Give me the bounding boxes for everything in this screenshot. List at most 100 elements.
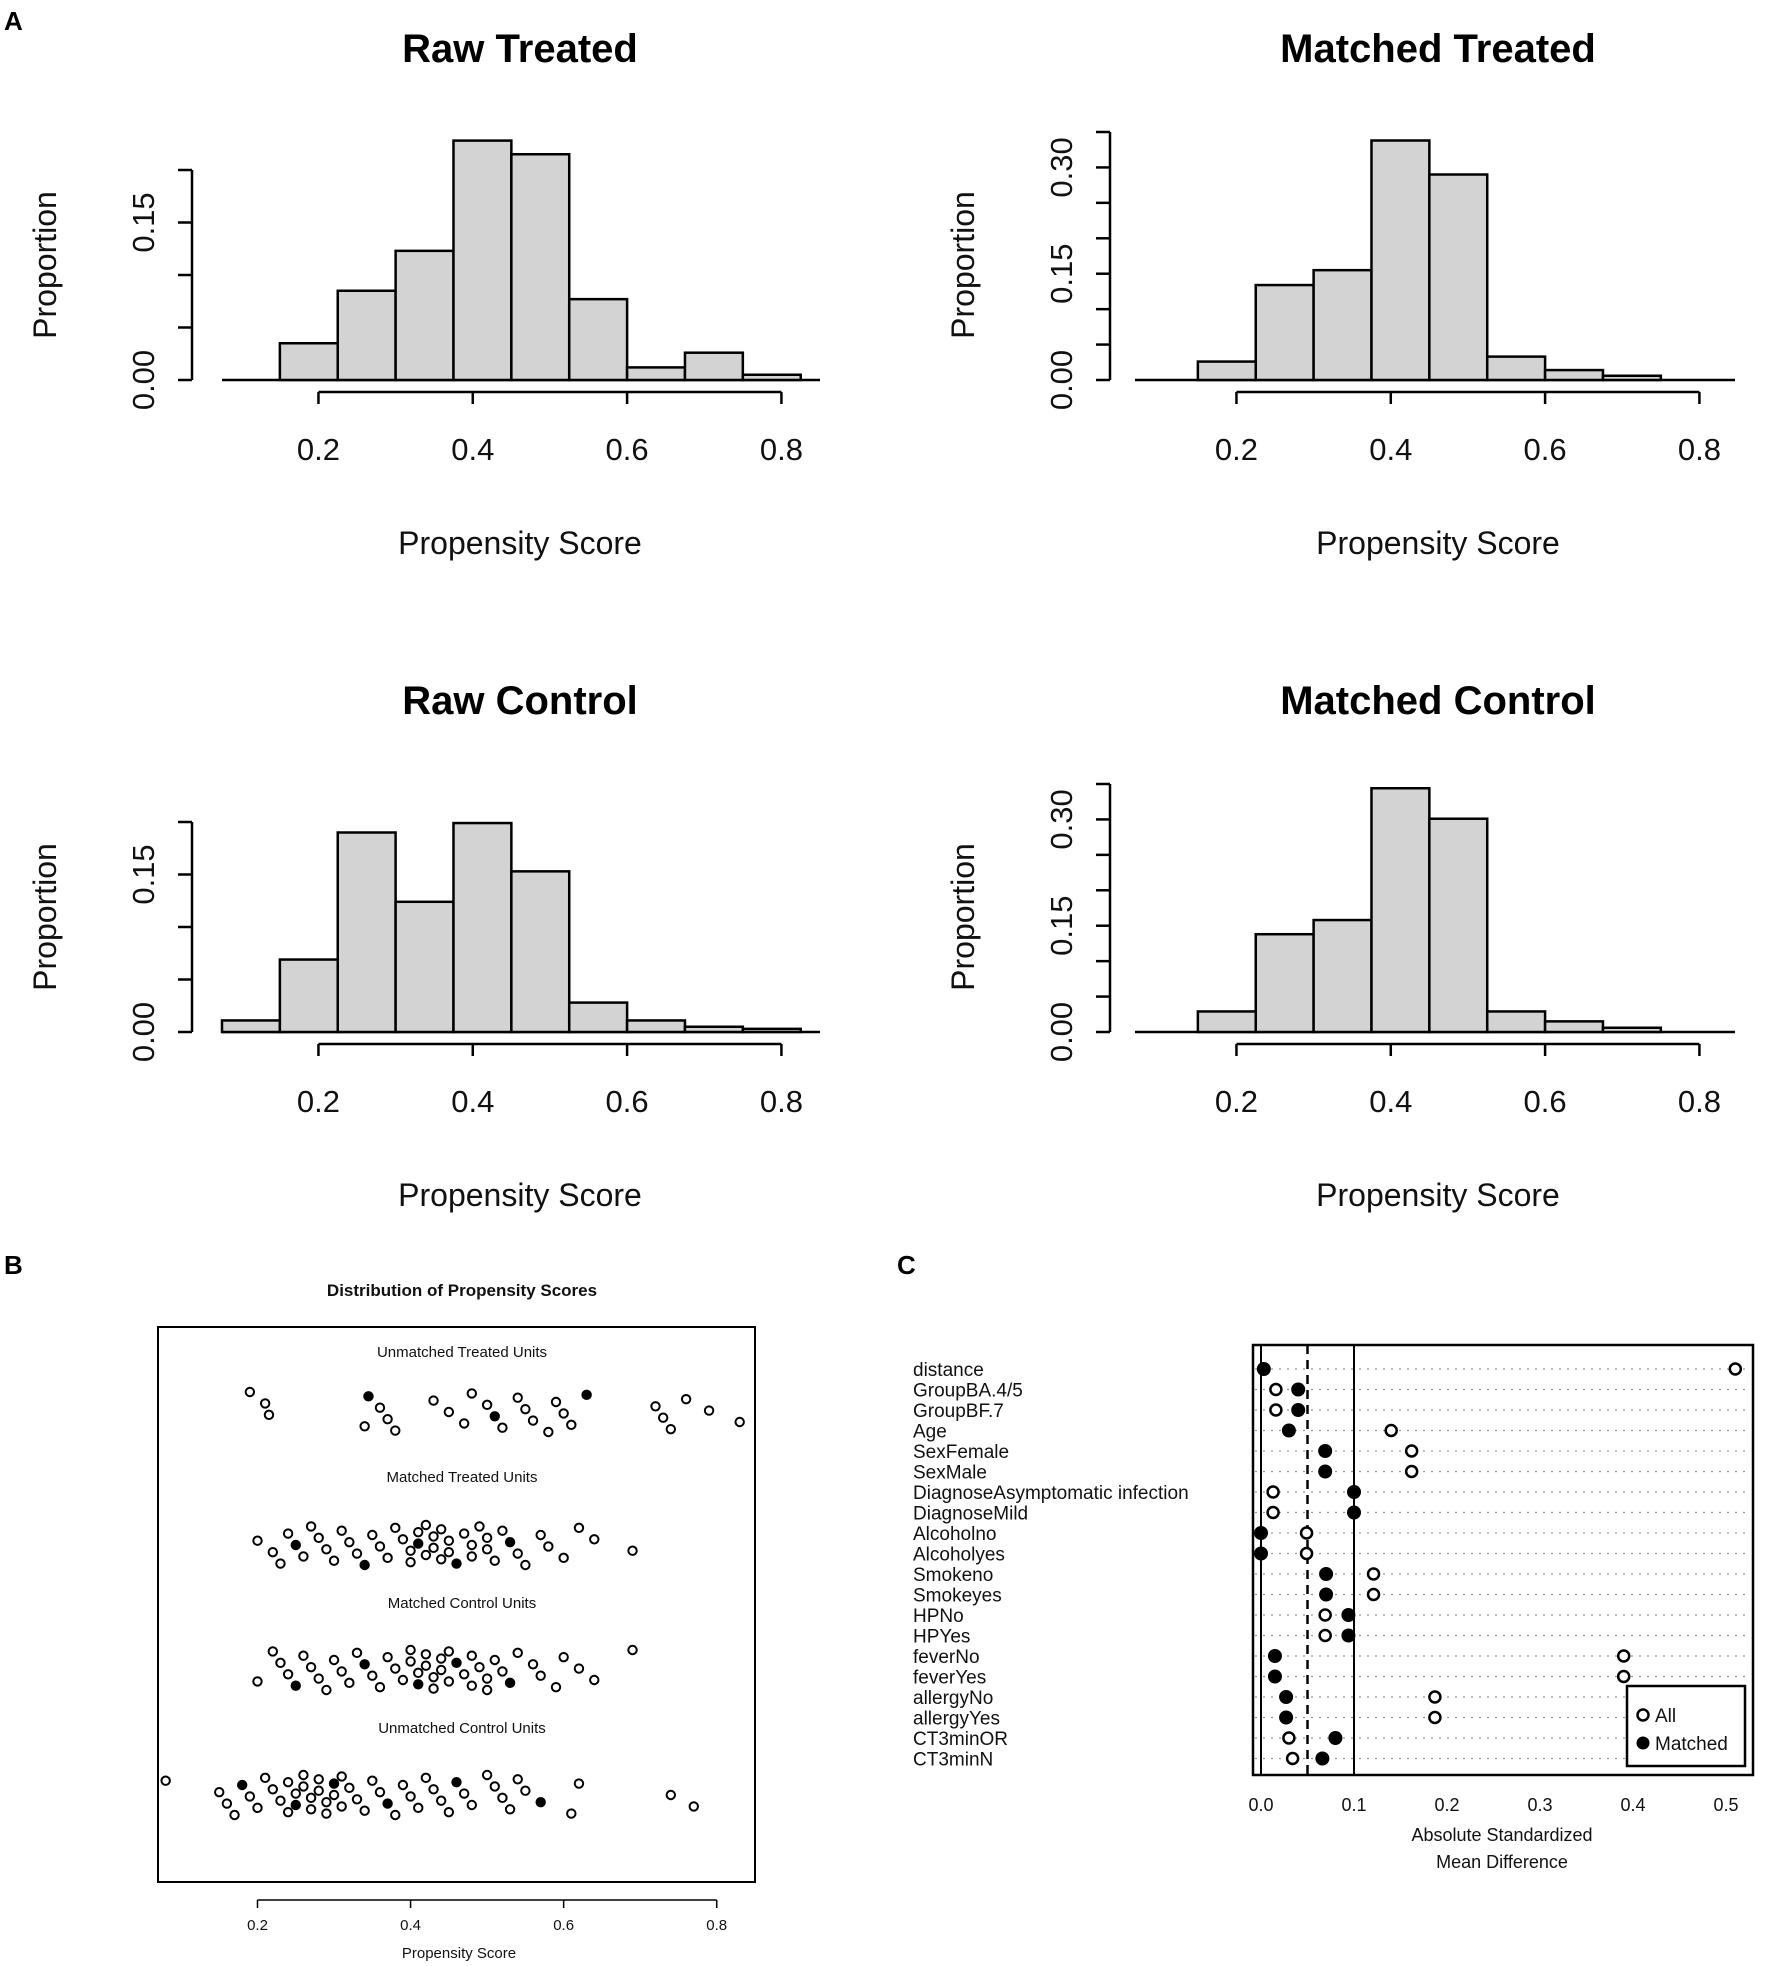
score-point bbox=[657, 1412, 669, 1423]
scatter-group: Unmatched Control Units bbox=[160, 1720, 699, 1821]
score-point bbox=[474, 1661, 485, 1673]
score-point bbox=[413, 1538, 424, 1549]
variable-label: distance bbox=[913, 1360, 984, 1381]
score-point bbox=[282, 1528, 294, 1539]
score-point bbox=[504, 1804, 516, 1815]
score-point bbox=[466, 1388, 478, 1399]
x-tick-label: 0.4 bbox=[451, 432, 494, 467]
score-point bbox=[236, 1779, 248, 1791]
group-label: Unmatched Control Units bbox=[378, 1720, 546, 1737]
x-axis-title: Propensity Score bbox=[402, 1945, 516, 1962]
score-point bbox=[512, 1548, 523, 1559]
score-point bbox=[589, 1534, 600, 1545]
all-point bbox=[1384, 1423, 1398, 1438]
chart-title: Raw Treated bbox=[402, 27, 638, 71]
score-point bbox=[443, 1546, 455, 1558]
score-point bbox=[305, 1521, 317, 1532]
all-point bbox=[1299, 1546, 1314, 1561]
matched-point bbox=[1341, 1608, 1356, 1622]
all-point bbox=[1428, 1710, 1442, 1725]
score-point bbox=[734, 1416, 745, 1428]
score-point bbox=[627, 1545, 638, 1556]
score-point bbox=[573, 1663, 585, 1674]
score-point bbox=[290, 1539, 301, 1551]
score-point bbox=[405, 1644, 416, 1656]
score-point bbox=[489, 1411, 500, 1422]
score-point bbox=[458, 1788, 470, 1799]
histogram-bar bbox=[1601, 374, 1663, 382]
histogram-bar bbox=[1370, 139, 1431, 382]
all-point bbox=[1428, 1690, 1442, 1704]
all-point bbox=[1366, 1587, 1381, 1602]
all-point bbox=[1269, 1382, 1283, 1397]
score-point bbox=[481, 1673, 493, 1684]
scatter-group: Matched Treated Units bbox=[252, 1469, 638, 1571]
plot-frame bbox=[1251, 1343, 1755, 1777]
histogram-bar bbox=[278, 958, 339, 1034]
chart-title: Matched Control bbox=[1280, 679, 1596, 723]
score-point bbox=[298, 1650, 309, 1661]
histogram-bar bbox=[1312, 918, 1373, 1034]
score-point bbox=[267, 1646, 279, 1657]
variable-label: DiagnoseMild bbox=[913, 1504, 1028, 1525]
y-tick-label: 0.15 bbox=[1044, 244, 1079, 304]
histogram-bar bbox=[452, 139, 513, 382]
histogram-bar bbox=[510, 153, 571, 382]
score-point bbox=[344, 1677, 355, 1689]
score-point bbox=[359, 1421, 370, 1432]
group-label: Matched Control Units bbox=[388, 1595, 536, 1612]
y-tick-label: 0.00 bbox=[126, 350, 161, 410]
score-point bbox=[428, 1784, 439, 1795]
score-point bbox=[367, 1775, 378, 1786]
histogram-matched-control: Matched Control 0.2 0.4 0.6 0.8 Propensity Sc… bbox=[945, 679, 1735, 1213]
score-point bbox=[413, 1802, 424, 1814]
y-axis-title: Proportion bbox=[945, 843, 981, 991]
score-point bbox=[558, 1651, 569, 1663]
variable-label: CT3minN bbox=[913, 1750, 993, 1771]
score-point bbox=[627, 1644, 638, 1656]
matched-point bbox=[1328, 1731, 1343, 1745]
score-point bbox=[336, 1801, 347, 1812]
score-point bbox=[520, 1403, 531, 1415]
score-point bbox=[290, 1788, 301, 1799]
score-point bbox=[680, 1393, 692, 1405]
histogram-bar bbox=[1485, 355, 1547, 382]
score-point bbox=[435, 1795, 447, 1806]
score-point bbox=[550, 1681, 562, 1693]
score-point bbox=[298, 1769, 309, 1781]
score-point bbox=[558, 1408, 569, 1419]
score-point bbox=[504, 1536, 516, 1548]
score-point bbox=[313, 1532, 324, 1544]
x-tick-label: 0.2 bbox=[1215, 432, 1258, 467]
score-point bbox=[428, 1531, 439, 1542]
variable-label: allergyNo bbox=[913, 1688, 993, 1709]
histogram-bar bbox=[452, 821, 513, 1034]
score-point bbox=[550, 1396, 562, 1408]
score-point bbox=[359, 1805, 370, 1816]
propensity-distribution-plot: Distribution of Propensity Scores Unmatch… bbox=[157, 1281, 756, 1962]
score-point bbox=[451, 1657, 462, 1669]
histogram-bar bbox=[683, 1025, 745, 1034]
score-point bbox=[428, 1542, 439, 1554]
score-point bbox=[435, 1524, 447, 1535]
x-tick-label: 0.8 bbox=[706, 1917, 727, 1934]
histogram-bar bbox=[741, 373, 802, 382]
variable-label: GroupBF.7 bbox=[913, 1401, 1004, 1422]
matched-point bbox=[1256, 1362, 1271, 1376]
histogram-bar bbox=[1428, 817, 1489, 1034]
matched-point bbox=[1279, 1710, 1294, 1725]
x-tick-label: 0.4 bbox=[451, 1084, 494, 1119]
score-point bbox=[520, 1785, 531, 1796]
score-point bbox=[374, 1786, 386, 1798]
score-point bbox=[428, 1683, 439, 1694]
variable-label: Smokeno bbox=[913, 1565, 993, 1586]
score-point bbox=[481, 1399, 493, 1411]
variable-label: feverYes bbox=[913, 1668, 986, 1689]
score-point bbox=[382, 1552, 393, 1564]
x-tick-label: 0.1 bbox=[1341, 1795, 1366, 1815]
score-point bbox=[351, 1548, 363, 1559]
score-point bbox=[497, 1792, 508, 1804]
all-point bbox=[1616, 1669, 1631, 1684]
histogram-bar bbox=[394, 249, 455, 382]
